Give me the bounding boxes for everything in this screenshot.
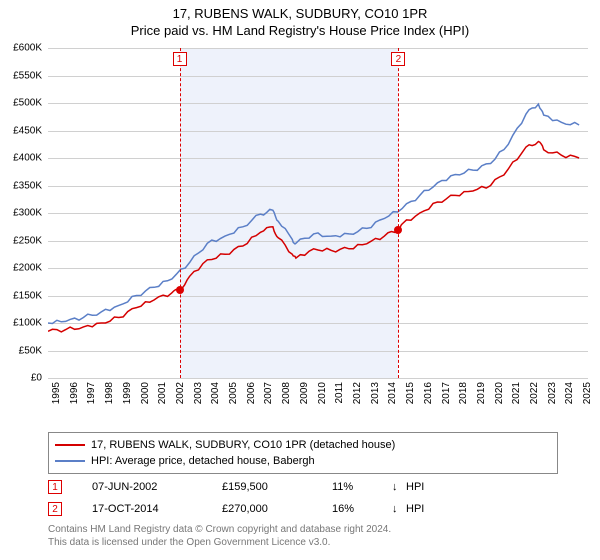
x-axis-label: 2018	[458, 382, 469, 404]
event-pct: 16%	[332, 503, 392, 515]
x-axis-label: 2025	[582, 382, 593, 404]
chart-area: £0£50K£100K£150K£200K£250K£300K£350K£400…	[48, 48, 588, 398]
x-axis-label: 2014	[387, 382, 398, 404]
x-axis-label: 2021	[511, 382, 522, 404]
y-axis-label: £600K	[13, 43, 42, 54]
event-line	[180, 48, 181, 378]
x-axis-label: 2003	[193, 382, 204, 404]
y-axis-label: £200K	[13, 263, 42, 274]
x-axis-label: 2001	[157, 382, 168, 404]
y-axis-label: £50K	[19, 345, 42, 356]
x-axis-label: 2022	[529, 382, 540, 404]
y-axis-label: £500K	[13, 98, 42, 109]
arrow-down-icon: ↓	[392, 481, 406, 493]
y-axis-label: £350K	[13, 180, 42, 191]
event-price: £270,000	[222, 503, 332, 515]
arrow-down-icon: ↓	[392, 503, 406, 515]
title-subtitle: Price paid vs. HM Land Registry's House …	[0, 23, 600, 38]
event-marker: 1	[173, 52, 187, 66]
event-badge: 2	[48, 502, 62, 516]
title-address: 17, RUBENS WALK, SUDBURY, CO10 1PR	[0, 6, 600, 21]
footer-line-2: This data is licensed under the Open Gov…	[48, 537, 568, 550]
x-axis-label: 2019	[476, 382, 487, 404]
event-line	[398, 48, 399, 378]
y-axis-label: £450K	[13, 125, 42, 136]
legend-label: HPI: Average price, detached house, Babe…	[91, 455, 315, 467]
x-axis-label: 1995	[51, 382, 62, 404]
x-axis-label: 2023	[547, 382, 558, 404]
title-block: 17, RUBENS WALK, SUDBURY, CO10 1PR Price…	[0, 0, 600, 38]
y-axis-label: £250K	[13, 235, 42, 246]
y-axis-label: £400K	[13, 153, 42, 164]
x-axis-label: 2005	[228, 382, 239, 404]
x-axis-label: 2010	[317, 382, 328, 404]
event-row: 2 17-OCT-2014£270,00016%↓HPI	[48, 498, 558, 520]
x-axis-label: 2016	[423, 382, 434, 404]
x-axis-label: 2008	[281, 382, 292, 404]
chart-container: 17, RUBENS WALK, SUDBURY, CO10 1PR Price…	[0, 0, 600, 560]
legend-swatch	[55, 460, 85, 462]
legend-item: HPI: Average price, detached house, Babe…	[55, 453, 551, 469]
event-price: £159,500	[222, 481, 332, 493]
x-axis-label: 2020	[494, 382, 505, 404]
x-axis-label: 2017	[441, 382, 452, 404]
event-badge: 1	[48, 480, 62, 494]
event-suffix: HPI	[406, 503, 446, 515]
event-date: 17-OCT-2014	[92, 503, 222, 515]
legend: 17, RUBENS WALK, SUDBURY, CO10 1PR (deta…	[48, 432, 558, 474]
legend-item: 17, RUBENS WALK, SUDBURY, CO10 1PR (deta…	[55, 437, 551, 453]
series-hpi	[48, 104, 579, 323]
event-dot	[176, 286, 184, 294]
line-layer	[48, 48, 588, 378]
x-axis-label: 2009	[299, 382, 310, 404]
x-axis-label: 2004	[210, 382, 221, 404]
x-axis-label: 1999	[122, 382, 133, 404]
y-axis-label: £0	[31, 373, 42, 384]
x-axis-label: 2013	[370, 382, 381, 404]
event-date: 07-JUN-2002	[92, 481, 222, 493]
event-pct: 11%	[332, 481, 392, 493]
y-axis-label: £300K	[13, 208, 42, 219]
x-axis-label: 2012	[352, 382, 363, 404]
x-axis-label: 2006	[246, 382, 257, 404]
event-dot	[394, 226, 402, 234]
events-table: 1 07-JUN-2002£159,50011%↓HPI 2 17-OCT-2014£…	[48, 476, 558, 520]
legend-label: 17, RUBENS WALK, SUDBURY, CO10 1PR (deta…	[91, 439, 395, 451]
plot: £0£50K£100K£150K£200K£250K£300K£350K£400…	[48, 48, 588, 378]
x-axis-label: 2007	[263, 382, 274, 404]
x-axis-label: 1997	[86, 382, 97, 404]
y-axis-label: £550K	[13, 70, 42, 81]
x-axis-label: 1996	[69, 382, 80, 404]
x-axis-label: 2024	[564, 382, 575, 404]
y-axis-label: £150K	[13, 290, 42, 301]
y-axis-label: £100K	[13, 318, 42, 329]
footer-line-1: Contains HM Land Registry data © Crown c…	[48, 524, 568, 537]
x-axis-label: 2011	[334, 382, 345, 404]
footer: Contains HM Land Registry data © Crown c…	[48, 524, 568, 549]
event-suffix: HPI	[406, 481, 446, 493]
event-row: 1 07-JUN-2002£159,50011%↓HPI	[48, 476, 558, 498]
x-axis-label: 2000	[140, 382, 151, 404]
x-axis-label: 2002	[175, 382, 186, 404]
legend-swatch	[55, 444, 85, 446]
x-axis-label: 2015	[405, 382, 416, 404]
gridline	[48, 378, 588, 379]
series-price_paid	[48, 142, 579, 332]
x-axis-label: 1998	[104, 382, 115, 404]
event-marker: 2	[391, 52, 405, 66]
